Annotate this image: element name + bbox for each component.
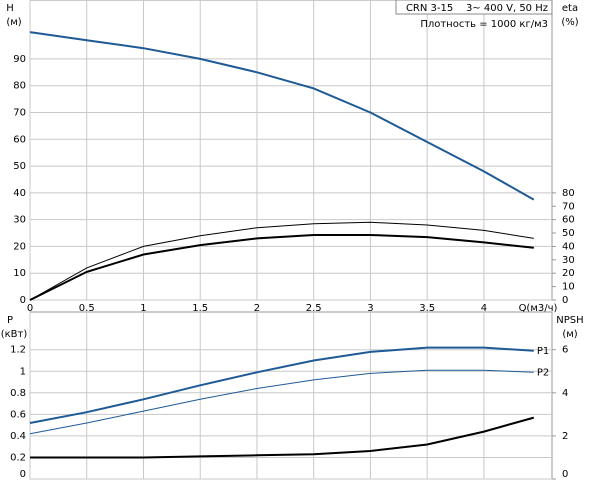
y2-tick-label: 40 (562, 241, 575, 252)
x-tick-label: 4 (481, 303, 487, 314)
y-tick-label: 0.4 (10, 431, 26, 442)
y-tick-label: 0.6 (10, 409, 26, 420)
y-tick-label: 20 (13, 241, 26, 252)
y2-tick-label: 6 (562, 345, 568, 356)
y-axis-label: H (6, 3, 14, 14)
x-tick-label: 3 (367, 303, 373, 314)
curve (29, 234, 534, 301)
curve (29, 369, 534, 435)
y-tick-label: 0 (20, 295, 26, 306)
y2-tick-label: 60 (562, 215, 575, 226)
y-tick-label: 0.8 (10, 388, 26, 399)
y2-tick-label: 0 (562, 469, 568, 480)
x-tick-label: 2 (254, 303, 260, 314)
curve-label: P2 (537, 367, 549, 378)
curve (29, 221, 534, 301)
y2-tick-label: 10 (562, 282, 575, 293)
y2-tick-label: 2 (562, 431, 568, 442)
y-tick-label: 80 (13, 81, 26, 92)
y2-axis-label: NPSH (556, 315, 583, 326)
x-tick-label: 0 (27, 303, 33, 314)
x-tick-label: 0.5 (79, 303, 95, 314)
curve (29, 31, 535, 201)
chart-title: CRN 3-15 3~ 400 V, 50 Hz (406, 3, 548, 14)
y-tick-label: 0.2 (10, 452, 26, 463)
plot-area (29, 0, 553, 301)
y2-tick-label: 4 (562, 388, 568, 399)
y2-tick-label: 70 (562, 201, 575, 212)
y2-tick-label: 50 (562, 228, 575, 239)
y2-tick-label: 20 (562, 268, 575, 279)
curve (30, 416, 535, 459)
y2-tick-label: 30 (562, 255, 575, 266)
y-tick-label: 70 (13, 108, 26, 119)
y2-axis-label: eta (562, 3, 578, 14)
curve (29, 346, 534, 424)
y-tick-label: 90 (13, 54, 26, 65)
y-tick-label: 60 (13, 134, 26, 145)
x-tick-label: 1.5 (192, 303, 208, 314)
y-tick-label: 1.2 (10, 345, 26, 356)
x-axis-label: Q(м3/ч) (519, 303, 558, 314)
title-box (395, 0, 553, 15)
x-tick-label: 2.5 (306, 303, 322, 314)
chart-subtitle: Плотность = 1000 кг/м3 (420, 19, 548, 30)
y-tick-label: 30 (13, 215, 26, 226)
x-tick-label: 1 (140, 303, 146, 314)
y2-axis-unit: (%) (561, 17, 578, 28)
y-axis-unit: (м) (6, 17, 21, 28)
y-tick-label: 50 (13, 161, 26, 172)
y-axis-label: P (7, 315, 13, 326)
y-tick-label: 0 (20, 469, 26, 480)
y-tick-label: 1 (20, 366, 26, 377)
y2-tick-label: 0 (562, 295, 568, 306)
x-tick-label: 3.5 (419, 303, 435, 314)
y-tick-label: 10 (13, 268, 26, 279)
plot-area (29, 311, 553, 480)
curve-label: P1 (537, 346, 549, 357)
y2-tick-label: 80 (562, 188, 575, 199)
y-axis-unit: (кВт) (1, 329, 28, 340)
y2-axis-unit: (м) (562, 329, 577, 340)
y-tick-label: 40 (13, 188, 26, 199)
